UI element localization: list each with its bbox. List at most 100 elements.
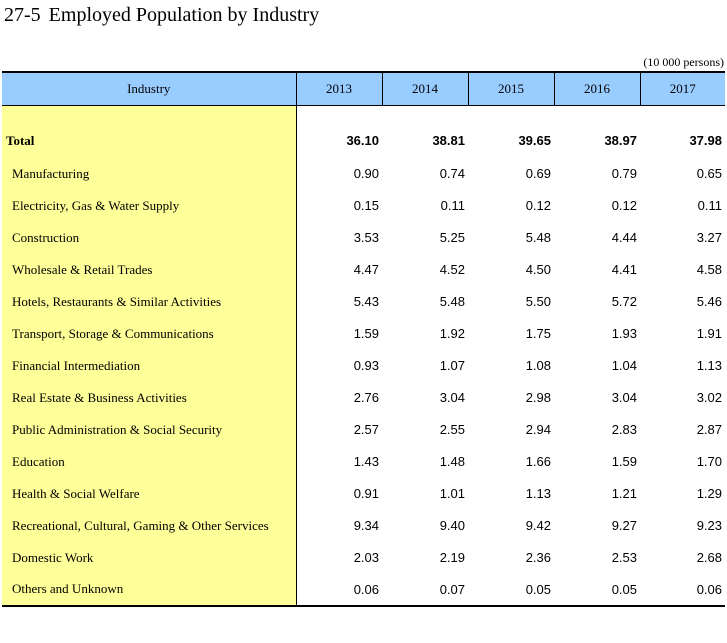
- table-body: Total 36.10 38.81 39.65 38.97 37.98 Manu…: [2, 105, 725, 607]
- value-cell: 1.93: [611, 326, 637, 341]
- table-row: Manufacturing 0.90 0.74 0.69 0.79 0.65: [2, 157, 725, 190]
- value-cell: 4.58: [696, 262, 722, 277]
- value-cell: 1.29: [696, 486, 722, 501]
- value-cell: 2.03: [353, 550, 379, 565]
- unit-note: (10 000 persons): [643, 55, 724, 69]
- value-cell: 1.92: [439, 326, 465, 341]
- header-industry: Industry: [2, 71, 296, 106]
- value-cell: 2.98: [525, 390, 551, 405]
- total-value: 36.10: [346, 133, 379, 148]
- value-cell: 1.13: [696, 358, 722, 373]
- value-cell: 3.04: [611, 390, 637, 405]
- value-cell: 1.59: [353, 326, 379, 341]
- value-cell: 5.48: [525, 230, 551, 245]
- industry-label: Financial Intermediation: [2, 349, 297, 382]
- value-cell: 1.91: [696, 326, 722, 341]
- industry-label: Public Administration & Social Security: [2, 413, 297, 446]
- total-value: 38.81: [432, 133, 465, 148]
- value-cell: 3.53: [353, 230, 379, 245]
- value-cell: 2.87: [696, 422, 722, 437]
- empty-cell: [296, 105, 725, 124]
- value-cell: 0.11: [440, 198, 465, 213]
- value-cell: 2.55: [439, 422, 465, 437]
- value-cell: 2.68: [696, 550, 722, 565]
- value-cell: 4.50: [525, 262, 551, 277]
- value-cell: 0.05: [554, 573, 640, 607]
- table-row: Recreational, Cultural, Gaming & Other S…: [2, 509, 725, 542]
- value-cell: 1.66: [525, 454, 551, 469]
- value-cell: 9.23: [696, 518, 722, 533]
- table-row: Construction 3.53 5.25 5.48 4.44 3.27: [2, 221, 725, 254]
- value-cell: 4.47: [353, 262, 379, 277]
- value-cell: 9.42: [525, 518, 551, 533]
- industry-label: Real Estate & Business Activities: [2, 381, 297, 414]
- table-row: Domestic Work 2.03 2.19 2.36 2.53 2.68: [2, 541, 725, 574]
- table-row: Public Administration & Social Security 2…: [2, 413, 725, 446]
- value-cell: 0.90: [353, 166, 379, 181]
- value-cell: 0.74: [439, 166, 465, 181]
- table-row: Financial Intermediation 0.93 1.07 1.08 1.04…: [2, 349, 725, 382]
- table-row: Health & Social Welfare 0.91 1.01 1.13 1.21 1…: [2, 477, 725, 510]
- value-cell: 3.04: [439, 390, 465, 405]
- total-label: Total: [2, 123, 297, 158]
- value-cell: 5.43: [353, 294, 379, 309]
- table-row: Hotels, Restaurants & Similar Activities…: [2, 285, 725, 318]
- value-cell: 1.07: [439, 358, 465, 373]
- value-cell: 2.57: [353, 422, 379, 437]
- header-year: 2013: [295, 71, 382, 106]
- value-cell: 1.43: [353, 454, 379, 469]
- total-row: Total 36.10 38.81 39.65 38.97 37.98: [2, 123, 725, 158]
- header-year: 2015: [467, 71, 554, 106]
- header-year: 2017: [639, 71, 725, 106]
- value-cell: 5.25: [439, 230, 465, 245]
- value-cell: 0.93: [353, 358, 379, 373]
- value-cell: 0.07: [382, 573, 468, 607]
- value-cell: 0.91: [353, 486, 379, 501]
- value-cell: 0.79: [611, 166, 637, 181]
- value-cell: 2.94: [525, 422, 551, 437]
- industry-cell: [2, 105, 297, 124]
- value-cell: 5.50: [525, 294, 551, 309]
- value-cell: 1.21: [611, 486, 637, 501]
- table-row: Education 1.43 1.48 1.66 1.59 1.70: [2, 445, 725, 478]
- value-cell: 0.12: [611, 198, 637, 213]
- value-cell: 2.83: [611, 422, 637, 437]
- header-row: Industry 2013 2014 2015 2016 2017: [2, 71, 725, 106]
- value-cell: 3.27: [696, 230, 722, 245]
- value-cell: 9.34: [353, 518, 379, 533]
- value-cell: 0.11: [697, 198, 722, 213]
- industry-label: Transport, Storage & Communications: [2, 317, 297, 350]
- value-cell: 4.52: [439, 262, 465, 277]
- value-cell: 4.44: [611, 230, 637, 245]
- table-row: Electricity, Gas & Water Supply 0.15 0.11 0…: [2, 189, 725, 222]
- value-cell: 2.19: [439, 550, 465, 565]
- value-cell: 1.01: [439, 486, 465, 501]
- value-cell: 0.69: [525, 166, 551, 181]
- industry-label: Manufacturing: [2, 157, 297, 190]
- value-cell: 4.41: [611, 262, 637, 277]
- table-number: 27-5: [4, 4, 41, 26]
- industry-label: Recreational, Cultural, Gaming & Other S…: [2, 509, 297, 542]
- table-row: Real Estate & Business Activities 2.76 3.0…: [2, 381, 725, 414]
- value-cell: 1.48: [439, 454, 465, 469]
- industry-label: Domestic Work: [2, 541, 297, 574]
- value-cell: 0.65: [696, 166, 722, 181]
- value-cell: 9.40: [439, 518, 465, 533]
- value-cell: 1.70: [696, 454, 722, 469]
- value-cell: 0.15: [353, 198, 379, 213]
- table-title: Employed Population by Industry: [48, 4, 320, 26]
- industry-label: Others and Unknown: [2, 573, 297, 607]
- table-row: Transport, Storage & Communications 1.59 1…: [2, 317, 725, 350]
- page-title: 27-5 Employed Population by Industry: [4, 4, 319, 27]
- value-cell: 5.48: [439, 294, 465, 309]
- industry-label: Electricity, Gas & Water Supply: [2, 189, 297, 222]
- header-year: 2016: [553, 71, 640, 106]
- industry-label: Education: [2, 445, 297, 478]
- value-cell: 1.08: [525, 358, 551, 373]
- value-cell: 5.46: [696, 294, 722, 309]
- value-cell: 1.75: [525, 326, 551, 341]
- total-value: 37.98: [689, 133, 722, 148]
- employment-table: Industry 2013 2014 2015 2016 2017 Total …: [2, 71, 725, 607]
- table-row: Others and Unknown 0.06 0.07 0.05 0.05 0.06: [2, 573, 725, 607]
- value-cell: 9.27: [611, 518, 637, 533]
